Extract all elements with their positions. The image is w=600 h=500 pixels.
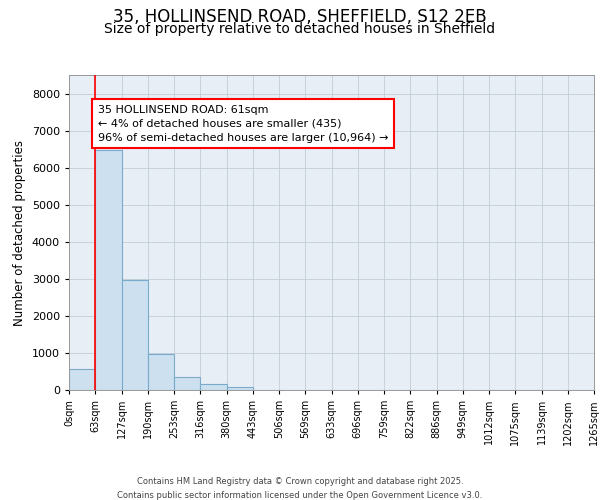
Bar <box>95 150 121 390</box>
Text: Contains HM Land Registry data © Crown copyright and database right 2025.: Contains HM Land Registry data © Crown c… <box>137 478 463 486</box>
Bar <box>200 384 227 390</box>
Y-axis label: Number of detached properties: Number of detached properties <box>13 140 26 326</box>
Text: Contains public sector information licensed under the Open Government Licence v3: Contains public sector information licen… <box>118 491 482 500</box>
Bar <box>148 354 174 390</box>
Bar <box>69 368 95 390</box>
Bar <box>227 386 253 390</box>
Text: Size of property relative to detached houses in Sheffield: Size of property relative to detached ho… <box>104 22 496 36</box>
Bar <box>174 376 200 390</box>
Text: 35 HOLLINSEND ROAD: 61sqm
← 4% of detached houses are smaller (435)
96% of semi-: 35 HOLLINSEND ROAD: 61sqm ← 4% of detach… <box>98 104 388 142</box>
Text: 35, HOLLINSEND ROAD, SHEFFIELD, S12 2EB: 35, HOLLINSEND ROAD, SHEFFIELD, S12 2EB <box>113 8 487 26</box>
Bar <box>121 280 148 390</box>
